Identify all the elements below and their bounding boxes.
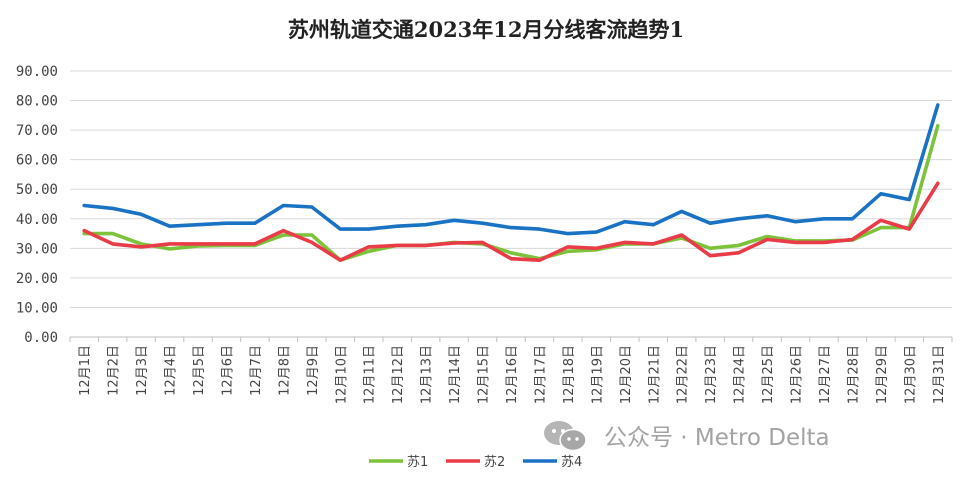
y-tick-label: 30.00 <box>16 241 58 257</box>
x-tick-label: 12月11日 <box>363 345 378 404</box>
x-tick-label: 12月19日 <box>590 345 605 404</box>
x-tick-label: 12月2日 <box>107 345 122 396</box>
y-tick-label: 20.00 <box>16 271 58 287</box>
x-tick-label: 12月22日 <box>676 345 691 404</box>
x-tick-label: 12月16日 <box>505 345 520 404</box>
x-tick-label: 12月10日 <box>334 345 349 404</box>
legend-label: 苏1 <box>407 454 428 470</box>
y-axis-ticks: 0.00 10.00 20.00 30.00 40.00 50.00 60.00 70.00 8… <box>16 64 58 346</box>
series-line-3 <box>82 103 940 236</box>
watermark: 公众号 · Metro Delta <box>604 425 830 451</box>
x-tick-label: 12月13日 <box>420 345 435 404</box>
y-tick-label: 90.00 <box>16 64 58 80</box>
x-tick-label: 12月7日 <box>249 345 264 396</box>
y-tick-label: 80.00 <box>16 94 58 110</box>
x-tick-label: 12月9日 <box>306 345 321 396</box>
x-tick-label: 12月20日 <box>619 345 634 404</box>
legend-label: 苏4 <box>561 454 582 470</box>
x-tick-label: 12月1日 <box>78 345 93 396</box>
x-tick-label: 12月12日 <box>391 345 406 404</box>
x-tick-label: 12月14日 <box>448 345 463 404</box>
x-tick-label: 12月21日 <box>647 345 662 404</box>
grid-lines <box>70 70 952 338</box>
legend: 苏1 苏2 苏4 <box>369 454 582 470</box>
x-axis: 12月1日 12月2日 12月3日 12月4日 12月5日 12月6日 12月7日 12月8日… <box>69 337 953 404</box>
x-tick-label: 12月15日 <box>477 345 492 404</box>
x-tick-label: 12月8日 <box>277 345 292 396</box>
series-line-1 <box>82 123 940 263</box>
x-tick-label: 12月29日 <box>875 345 890 404</box>
x-tick-label: 12月17日 <box>533 345 548 404</box>
y-tick-label: 0.00 <box>24 330 58 346</box>
x-tick-label: 12月24日 <box>733 345 748 404</box>
series-line-2 <box>82 181 940 263</box>
x-tick-label: 12月5日 <box>192 345 207 396</box>
x-tick-label: 12月30日 <box>903 345 918 404</box>
x-tick-label: 12月27日 <box>818 345 833 404</box>
x-tick-label: 12月25日 <box>761 345 776 404</box>
x-tick-label: 12月26日 <box>790 345 805 404</box>
x-tick-label: 12月28日 <box>846 345 861 404</box>
y-tick-label: 70.00 <box>16 123 58 139</box>
y-tick-label: 10.00 <box>16 300 58 316</box>
chart-title: 苏州轨道交通2023年12月分线客流趋势1 <box>288 17 684 42</box>
x-tick-label: 12月6日 <box>220 345 235 396</box>
y-tick-label: 50.00 <box>16 182 58 198</box>
y-tick-label: 40.00 <box>16 212 58 228</box>
x-tick-label: 12月4日 <box>164 345 179 396</box>
x-tick-label: 12月23日 <box>704 345 719 404</box>
x-tick-label: 12月31日 <box>932 345 947 404</box>
y-tick-label: 60.00 <box>16 153 58 169</box>
x-tick-label: 12月18日 <box>562 345 577 404</box>
legend-label: 苏2 <box>484 454 505 470</box>
wechat-icon <box>544 421 587 452</box>
series-lines <box>82 103 940 263</box>
x-tick-label: 12月3日 <box>135 345 150 396</box>
